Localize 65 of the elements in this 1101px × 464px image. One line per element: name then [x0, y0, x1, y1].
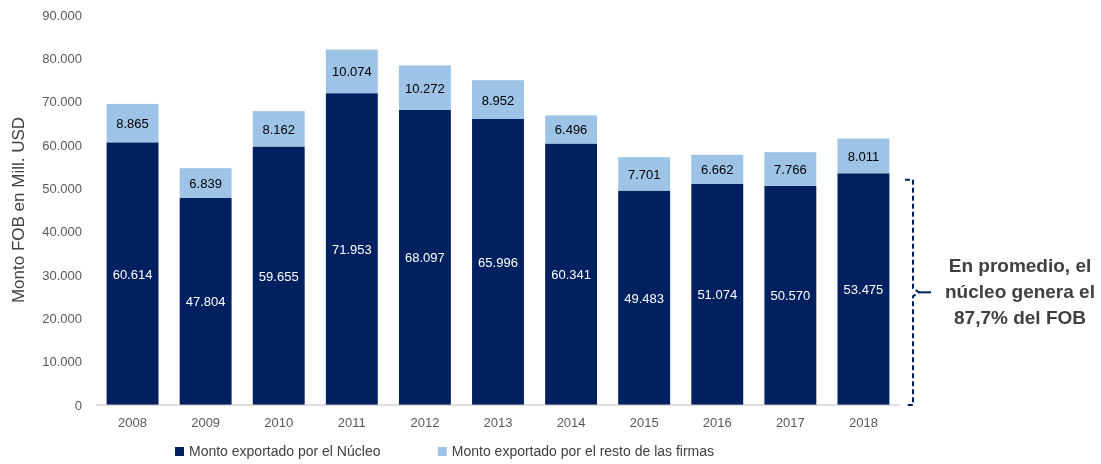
legend-label: Monto exportado por el Núcleo: [189, 443, 381, 459]
bar: [398, 109, 451, 405]
y-tick-label: 80.000: [42, 50, 82, 66]
bar: [252, 146, 305, 405]
bar: [325, 93, 378, 405]
y-tick-label: 30.000: [42, 267, 82, 283]
data-label: 51.074: [697, 287, 738, 303]
x-tick-label: 2017: [775, 415, 805, 430]
data-label: 6.839: [189, 176, 222, 192]
x-tick-label: 2016: [702, 415, 732, 430]
data-label: 10.272: [405, 80, 445, 96]
y-tick-label: 90.000: [42, 7, 82, 23]
data-label: 8.011: [847, 148, 880, 164]
bar: [837, 173, 890, 405]
x-tick-label: 2018: [848, 415, 878, 430]
legend-label: Monto exportado por el resto de las firmas: [451, 443, 715, 459]
bar: [545, 115, 598, 144]
data-label: 50.570: [770, 288, 811, 304]
y-tick-label: 10.000: [42, 354, 82, 370]
data-label: 8.952: [481, 92, 515, 108]
data-label: 7.701: [627, 166, 661, 182]
data-label: 59.655: [258, 268, 299, 284]
bar: [325, 49, 378, 94]
data-label: 8.162: [262, 121, 295, 137]
data-label: 53.475: [843, 282, 884, 298]
bar: [106, 142, 159, 405]
data-label: 60.341: [551, 267, 591, 283]
data-label: 49.483: [624, 290, 665, 306]
data-label: 6.662: [701, 162, 734, 178]
data-label: 7.766: [774, 162, 807, 178]
x-tick-label: 2010: [264, 415, 294, 430]
data-label: 60.614: [112, 266, 153, 282]
bar: [764, 185, 817, 405]
y-axis-title: Monto FOB en Mill. USD: [9, 116, 28, 304]
y-tick-label: 70.000: [42, 94, 82, 110]
bar: [472, 119, 524, 405]
y-tick-label: 60.000: [42, 137, 82, 153]
data-label: 47.804: [185, 294, 226, 310]
text: En promedio, el núcleo genera el 87,7% del FOB: [945, 255, 1095, 329]
bar: [472, 80, 524, 120]
bar: [764, 152, 817, 186]
y-tick-label: 20.000: [42, 310, 82, 326]
x-tick-label: 2008: [118, 415, 148, 430]
bar: [545, 143, 598, 405]
data-label: 10.074: [331, 64, 372, 80]
data-label: 71.953: [331, 242, 372, 258]
data-label: 65.996: [478, 255, 518, 271]
x-tick-label: 2014: [556, 415, 586, 430]
x-tick-label: 2013: [483, 415, 513, 430]
x-tick-label: 2015: [629, 415, 659, 430]
y-tick-label: 0: [74, 397, 82, 413]
bar: [691, 183, 744, 405]
data-label: 68.097: [405, 250, 445, 266]
bar: [179, 197, 232, 405]
bar: [252, 111, 305, 147]
x-tick-label: 2011: [337, 415, 366, 430]
bar: [398, 65, 451, 110]
bar: [618, 190, 671, 405]
y-tick-label: 40.000: [42, 224, 82, 240]
bar: [618, 157, 671, 191]
data-label: 6.496: [554, 122, 588, 138]
data-label: 8.865: [116, 116, 149, 132]
x-tick-label: 2009: [191, 415, 221, 430]
x-tick-label: 2012: [410, 415, 440, 430]
y-tick-label: 50.000: [42, 180, 82, 196]
